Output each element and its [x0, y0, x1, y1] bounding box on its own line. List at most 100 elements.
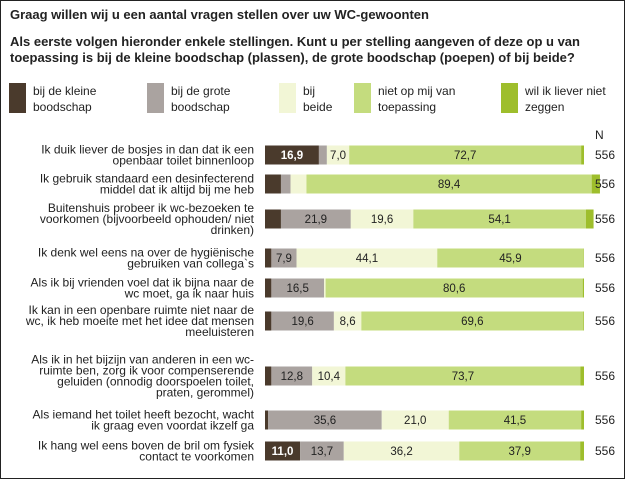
row-label-line: Ik kan in een openbare ruimte niet naar … [29, 303, 255, 317]
bar-segment [306, 174, 592, 194]
n-value: 556 [595, 413, 615, 427]
bar-segment [265, 248, 272, 268]
row-label-line: Ik denk wel eens na over de hygiënische [38, 246, 254, 260]
bar-segment [265, 145, 319, 165]
data-label: 19,6 [371, 214, 393, 226]
n-value: 556 [595, 369, 615, 383]
bar-segment [271, 311, 334, 331]
row-label-line: Als iemand het toilet heeft bezocht, wac… [33, 408, 255, 422]
legend-swatch-liever-niet [501, 83, 518, 113]
row-label-line: middel dat ik altijd bij me heb [100, 183, 254, 197]
bar-segment [268, 410, 382, 430]
bar-segment [381, 410, 449, 430]
bar-segment [437, 248, 584, 268]
bar-segment [265, 441, 301, 461]
data-label: 10,4 [318, 371, 341, 383]
data-label: 12,8 [281, 371, 303, 383]
bar-segment [582, 278, 584, 298]
legend-label-beide: bij beide [303, 84, 333, 114]
bar-segment [345, 366, 581, 386]
bar-segment [326, 145, 350, 165]
row-label-line: Buitenshuis probeer ik wc-bezoeken te [48, 201, 254, 215]
row-label: Als ik bij vrienden voel dat ik bijna na… [31, 276, 255, 301]
row-label-line: voorkomen (bijvoorbeeld ophouden/ niet [40, 212, 255, 226]
data-label: 7,0 [330, 150, 346, 162]
row-label-line: Ik gebruik standaard een desinfecterend [40, 172, 254, 186]
bar-segment [333, 311, 362, 331]
data-label: 35,6 [314, 415, 336, 427]
bar-segment [271, 278, 325, 298]
legend-label-liever-niet: wil ik liever niet zeggen [525, 84, 606, 114]
bar-segment [325, 278, 583, 298]
bar-segment [361, 311, 584, 331]
bar-segment [350, 209, 414, 229]
bar-segment [324, 278, 326, 298]
legend-swatch-niet [354, 83, 371, 113]
row-label-line: Als ik in het bijzijn van anderen in een… [31, 353, 254, 367]
bar-segment [271, 366, 313, 386]
n-value: 556 [595, 148, 615, 162]
row-label-line: gebruiken van collega`s [127, 257, 254, 271]
legend-swatch-beide [279, 83, 296, 113]
n-value: 556 [595, 177, 615, 191]
n-column-header: N [595, 128, 604, 142]
row-label-line: Als ik bij vrienden voel dat ik bijna na… [31, 276, 255, 290]
row-label: Ik duik liever de bosjes in dan dat ik e… [41, 143, 254, 168]
data-label: 37,9 [509, 446, 531, 458]
bar-segment [265, 311, 272, 331]
data-label: 8,6 [340, 316, 356, 328]
data-label: 13,7 [311, 446, 333, 458]
row-label-line: Ik duik liever de bosjes in dan dat ik e… [41, 143, 254, 157]
data-label: 41,5 [504, 415, 526, 427]
row-label: Als iemand het toilet heeft bezocht, wac… [33, 408, 255, 433]
legend-label-grote: bij de grote boodschap [171, 84, 231, 114]
data-label: 21,9 [305, 214, 327, 226]
bar-segment [265, 410, 269, 430]
stacked-bar-chart: Ik duik liever de bosjes in dan dat ik e… [25, 143, 615, 464]
data-label: 80,6 [443, 283, 465, 295]
row-label-line: openbaar toilet binnenloop [113, 154, 255, 168]
data-label: 69,6 [461, 316, 483, 328]
bar-segment [581, 145, 584, 165]
row-label-line: wc, ik heb moeite met het idee dat mense… [25, 314, 254, 328]
bar-segment [349, 145, 582, 165]
bar-segment [413, 209, 586, 229]
row-label: Ik gebruik standaard een desinfecterend m… [40, 172, 254, 197]
row-label-line: ruimte ben, zorg ik voor compenserende [39, 364, 254, 378]
bar-segment [290, 174, 307, 194]
row-label-line: meeluisteren [185, 325, 254, 339]
legend-label-niet: niet op mij van toepassing [378, 84, 456, 114]
row-label-line: wc moet, ga ik naar huis [124, 287, 254, 301]
data-label: 16,5 [287, 283, 309, 295]
bar-segment [296, 248, 438, 268]
bar-segment [591, 174, 600, 194]
bar-segment [280, 174, 291, 194]
row-label-line: geluiden (onnodig doorspoelen toilet, [57, 375, 254, 389]
bar-segment [580, 441, 584, 461]
data-label: 54,1 [488, 214, 510, 226]
data-label: 73,7 [452, 371, 474, 383]
data-label: 16,9 [281, 150, 303, 162]
bar-segment [448, 410, 582, 430]
legend-label-kleine: bij de kleine boodschap [33, 84, 97, 114]
row-label-line: ik graag even voordat ikzelf ga [91, 419, 254, 433]
row-label: Buitenshuis probeer ik wc-bezoeken te voo… [40, 201, 255, 237]
row-label: Ik kan in een openbare ruimte niet naar … [25, 303, 254, 339]
bar-segment [581, 410, 584, 430]
bar-segment [271, 248, 297, 268]
bar-segment [265, 174, 281, 194]
n-value: 556 [595, 444, 615, 458]
row-label: Ik hang wel eens boven de bril om fysiek… [38, 439, 255, 464]
data-label: 36,2 [390, 446, 412, 458]
bar-segment [280, 209, 351, 229]
data-label: 44,1 [356, 253, 378, 265]
bar-segment [580, 366, 584, 386]
row-label-line: drinken) [211, 223, 254, 237]
bar-segment [300, 441, 344, 461]
n-value: 556 [595, 314, 615, 328]
data-label: 7,9 [276, 253, 292, 265]
legend-swatch-kleine [9, 83, 26, 113]
bar-segment [459, 441, 581, 461]
bar-segment [265, 209, 281, 229]
legend-swatch-grote [147, 83, 164, 113]
